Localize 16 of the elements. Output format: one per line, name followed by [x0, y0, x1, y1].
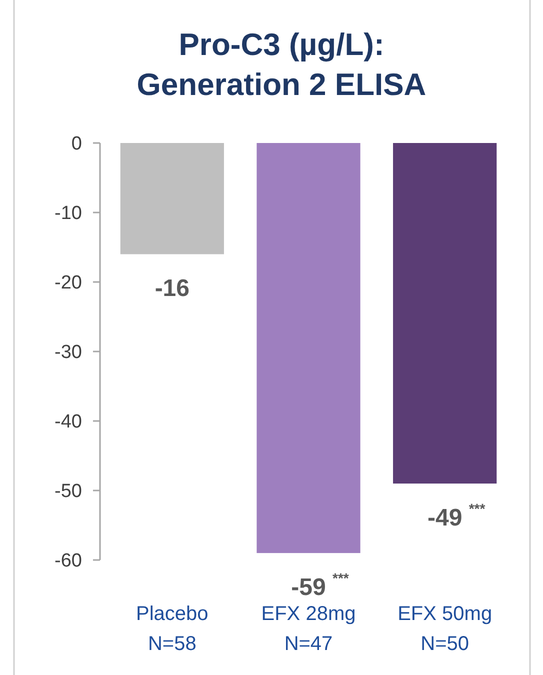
x-tick-label: Placebo N=58 — [136, 603, 208, 655]
data-label: -49 — [427, 504, 462, 532]
y-tick-label: -60 — [54, 550, 82, 572]
annotation: *** — [468, 500, 486, 517]
y-tick-label: -30 — [54, 342, 82, 364]
annotation: *** — [332, 570, 350, 586]
data-label: -16 — [154, 275, 190, 302]
y-tick-label: -50 — [54, 481, 82, 502]
y-tick-label: 0 — [71, 134, 82, 155]
y-tick-label: -20 — [54, 272, 82, 294]
data-label: -59 — [291, 574, 326, 602]
chart-title: Pro-C3 (µg/L): Generation 2 ELISA — [136, 27, 426, 102]
x-tick-label: EFX 50mg N=50 — [398, 603, 492, 655]
y-tick-label: -40 — [54, 412, 82, 433]
y-tick-label: -10 — [54, 203, 82, 224]
x-tick-label: EFX 28mg N=47 — [261, 603, 356, 655]
